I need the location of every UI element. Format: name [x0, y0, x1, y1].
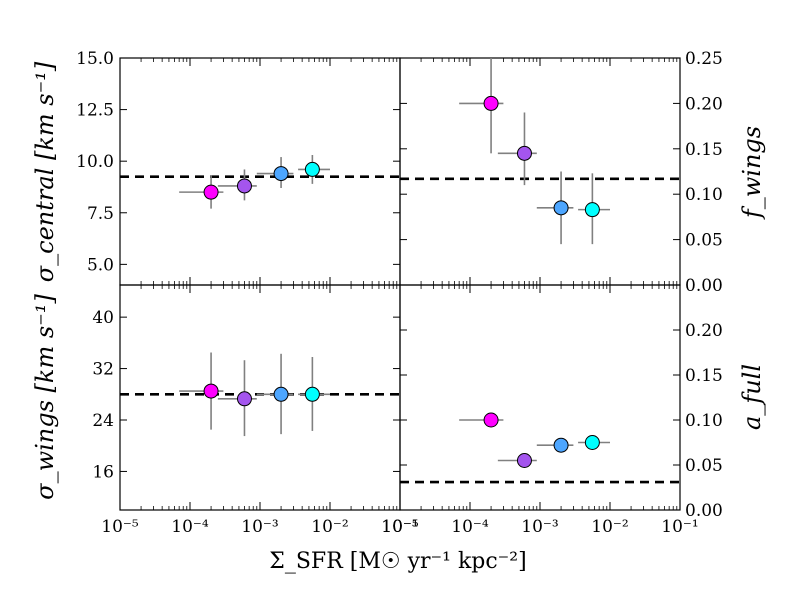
- y-tick-label: 0.20: [685, 94, 723, 114]
- data-point: [203, 184, 219, 200]
- y-tick-label: 32: [92, 360, 114, 380]
- data-point: [553, 200, 569, 216]
- y-tick-label: 12.5: [76, 101, 114, 121]
- y-tick-label: 0.00: [685, 276, 723, 296]
- y-tick-label: 0.10: [685, 411, 723, 431]
- y-label-a-full: a_full: [738, 364, 766, 430]
- data-point: [584, 202, 600, 218]
- y-tick-label: 0.05: [685, 231, 723, 251]
- data-point: [203, 383, 219, 399]
- y-tick-label: 0.05: [685, 456, 723, 476]
- data-point: [236, 391, 252, 407]
- y-tick-label: 40: [92, 308, 114, 328]
- data-point: [304, 161, 320, 177]
- x-tick-label: 10⁻³: [241, 517, 278, 537]
- panels-layer: 5.07.510.012.515.00.000.050.100.150.200.…: [76, 49, 723, 537]
- x-tick-label: 10⁻¹: [381, 517, 418, 537]
- x-tick-label: 10⁻¹: [661, 517, 698, 537]
- data-point: [516, 145, 532, 161]
- data-point: [304, 386, 320, 402]
- x-tick-label: 10⁻⁵: [381, 517, 419, 537]
- data-point: [516, 453, 532, 468]
- data-point: [483, 95, 499, 111]
- svg-text:a_full: a_full: [738, 364, 766, 430]
- panel-sigma_central: 5.0 7.5 10.0 12.5 15.0: [76, 49, 401, 286]
- y-tick-label: 24: [92, 411, 114, 431]
- x-tick-label: 10⁻⁵: [101, 517, 139, 537]
- panel-frame: [119, 284, 401, 511]
- data-point: [483, 412, 499, 428]
- data-point: [584, 435, 600, 450]
- x-axis-label: Σ_SFR [M☉ yr⁻¹ kpc⁻²]: [269, 549, 526, 574]
- data-point: [553, 437, 569, 453]
- y-tick-label: 5.0: [87, 255, 114, 275]
- y-label-sigma-wings: σ_wings [km s⁻¹]: [31, 294, 59, 500]
- y-tick-label: 16: [92, 462, 114, 482]
- panel-f_wings: 0.00 0.05 0.10 0.15 0.20 0.25: [399, 49, 723, 296]
- y-tick-label: 0.20: [685, 321, 723, 341]
- svg-text:σ_wings [km s⁻¹]: σ_wings [km s⁻¹]: [31, 294, 59, 500]
- y-tick-label: 15.0: [76, 49, 114, 69]
- panel-frame: [119, 57, 401, 286]
- y-tick-label: 7.5: [87, 204, 114, 224]
- panel-frame: [399, 57, 681, 286]
- data-point: [273, 166, 289, 182]
- svg-text:σ_central [km s⁻¹]: σ_central [km s⁻¹]: [31, 61, 59, 282]
- y-tick-label: 0.10: [685, 185, 723, 205]
- x-tick-label: 10⁻²: [591, 517, 628, 537]
- y-tick-label: 0.25: [685, 49, 723, 69]
- x-tick-label: 10⁻²: [311, 517, 348, 537]
- data-point: [236, 178, 252, 194]
- x-tick-label: 10⁻⁴: [171, 517, 209, 537]
- y-tick-label: 0.15: [685, 366, 723, 386]
- panel-sigma_wings: 16 24 32 40: [92, 284, 401, 511]
- y-tick-label: 0.15: [685, 140, 723, 160]
- x-tick-label: 10⁻³: [521, 517, 558, 537]
- svg-text:f_wings: f_wings: [738, 126, 766, 220]
- y-label-sigma-central: σ_central [km s⁻¹]: [31, 61, 59, 282]
- panel-a_full: 0.00 0.05 0.10 0.15 0.20: [399, 284, 723, 521]
- data-point: [273, 386, 289, 402]
- y-tick-label: 0.00: [685, 501, 723, 521]
- x-tick-label: 10⁻⁴: [451, 517, 489, 537]
- y-label-f-wings: f_wings: [738, 126, 766, 220]
- panel-frame: [399, 284, 681, 511]
- y-tick-label: 10.0: [76, 152, 114, 172]
